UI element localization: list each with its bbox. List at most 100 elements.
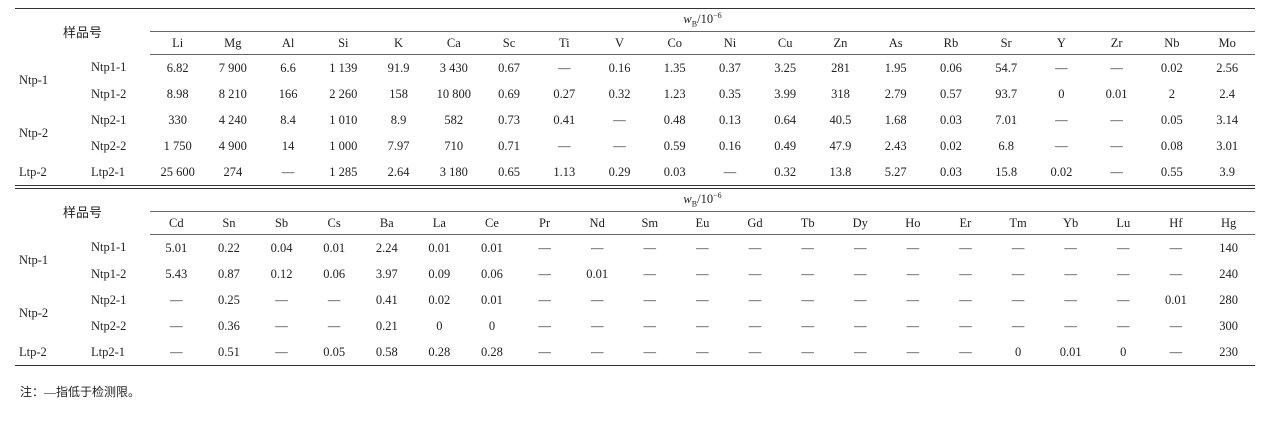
data-row: Ntp-2 Ntp2-1 — 0.25 — — 0.41 0.02 0.01 — — — — — — — — — —…	[15, 287, 1255, 320]
value-cell: 230	[1219, 344, 1238, 359]
value-cell: —	[748, 344, 762, 359]
value-cell: 8.9	[390, 112, 407, 127]
value-cell: —	[275, 318, 288, 333]
data-row: Ntp2-2 1 750 4 900 14 1 000 7.97 710 0.71 — — 0.59…	[15, 133, 1255, 159]
column-header: Ba	[360, 211, 414, 235]
sample-cell: Ntp1-1	[91, 60, 127, 75]
value-cell: 1 010	[329, 112, 358, 127]
value-cell: 0.04	[270, 240, 293, 255]
value-cell: 0.01	[1164, 292, 1187, 307]
sample-cell: Ntp1-2	[91, 266, 127, 281]
value-cell: 0.58	[375, 344, 398, 359]
value-cell: 13.8	[829, 164, 852, 179]
value-cell: 2	[1168, 86, 1175, 101]
value-cell: 0.01	[323, 240, 346, 255]
unit-base: /10	[697, 12, 714, 27]
value-cell: 7.01	[995, 112, 1018, 127]
value-cell: 14	[281, 138, 295, 153]
value-cell: 710	[444, 138, 464, 153]
value-cell: —	[959, 292, 972, 307]
value-cell: —	[748, 318, 762, 333]
column-header: Mo	[1199, 31, 1255, 55]
value-cell: 6.6	[280, 60, 296, 75]
column-header: Ce	[465, 211, 519, 235]
value-cell: —	[1064, 292, 1077, 307]
column-header: Si	[315, 31, 371, 55]
value-cell: 3 180	[439, 164, 468, 179]
value-cell: 0.41	[375, 292, 398, 307]
unit-base: /10	[697, 192, 714, 207]
value-cell: 0	[488, 318, 496, 333]
column-header: Lu	[1096, 211, 1150, 235]
column-header: Sc	[481, 31, 537, 55]
value-cell: —	[1169, 266, 1183, 281]
value-cell: —	[590, 292, 604, 307]
value-cell: —	[590, 240, 604, 255]
column-header: Mg	[205, 31, 261, 55]
unit-header: wB/10−6	[150, 188, 1255, 212]
column-header: Ti	[536, 31, 592, 55]
unit-superscript: −6	[713, 191, 722, 201]
value-cell: 0.32	[608, 86, 631, 101]
value-cell: 3.14	[1216, 112, 1239, 127]
value-cell: —	[696, 292, 709, 307]
sample-cell: Ntp2-1	[91, 292, 127, 307]
value-cell: 0.02	[1050, 164, 1073, 179]
unit-subscript: B	[691, 199, 698, 209]
value-cell: 25 600	[160, 164, 195, 179]
column-header: Sn	[202, 211, 256, 235]
value-cell: 1 750	[163, 138, 192, 153]
column-header: Sb	[255, 211, 308, 235]
value-cell: 0.01	[481, 292, 503, 307]
group-cell: Ntp-1	[19, 73, 49, 88]
column-header: Hf	[1149, 211, 1203, 235]
value-cell: —	[275, 292, 288, 307]
value-cell: 0	[436, 318, 443, 333]
value-cell: —	[801, 240, 814, 255]
column-header: Y	[1033, 31, 1089, 55]
value-cell: —	[170, 292, 183, 307]
value-cell: 2.24	[375, 240, 398, 255]
column-header: Co	[647, 31, 703, 55]
column-header: Hg	[1202, 211, 1255, 235]
value-cell: —	[643, 240, 657, 255]
group-cell: Ntp-1	[19, 253, 49, 268]
value-cell: —	[696, 240, 709, 255]
value-cell: 0.25	[217, 292, 240, 307]
value-cell: 0.87	[217, 266, 240, 281]
column-header: Er	[939, 211, 992, 235]
sample-cell: Ntp1-1	[91, 240, 127, 255]
value-cell: 0.35	[719, 86, 741, 101]
value-cell: 0.09	[428, 266, 451, 281]
value-cell: 0.32	[774, 164, 797, 179]
value-cell: 1 285	[329, 164, 358, 179]
column-header: V	[591, 31, 648, 55]
column-header: Rb	[923, 31, 979, 55]
data-row: Ntp-2 Ntp2-1 330 4 240 8.4 1 010 8.9 582 0.73 0.4…	[15, 107, 1255, 140]
value-cell: 2.79	[884, 86, 907, 101]
value-cell: —	[801, 344, 814, 359]
value-cell: 2.43	[884, 138, 907, 153]
value-cell: —	[1064, 240, 1077, 255]
value-cell: —	[558, 60, 571, 75]
column-header: Cd	[150, 211, 203, 235]
value-cell: 3.9	[1219, 164, 1236, 179]
sample-cell: Ntp1-2	[91, 86, 127, 101]
value-cell: 0.57	[939, 86, 962, 101]
value-cell: 2.64	[387, 164, 410, 179]
value-cell: 2 260	[329, 86, 358, 101]
value-cell: —	[170, 318, 183, 333]
column-header: Sr	[978, 31, 1034, 55]
header-row: 样品号 wB/10−6	[15, 8, 1255, 40]
value-cell: —	[590, 318, 604, 333]
value-cell: —	[1110, 60, 1123, 75]
value-cell: 0.03	[663, 164, 686, 179]
value-cell: 0.73	[498, 112, 520, 127]
value-cell: 3.01	[1216, 138, 1239, 153]
column-header: Nd	[570, 211, 624, 235]
value-cell: —	[1011, 266, 1025, 281]
value-cell: 0.36	[217, 318, 240, 333]
value-cell: 40.5	[829, 112, 852, 127]
value-cell: 4 900	[218, 138, 247, 153]
value-cell: 274	[223, 164, 243, 179]
